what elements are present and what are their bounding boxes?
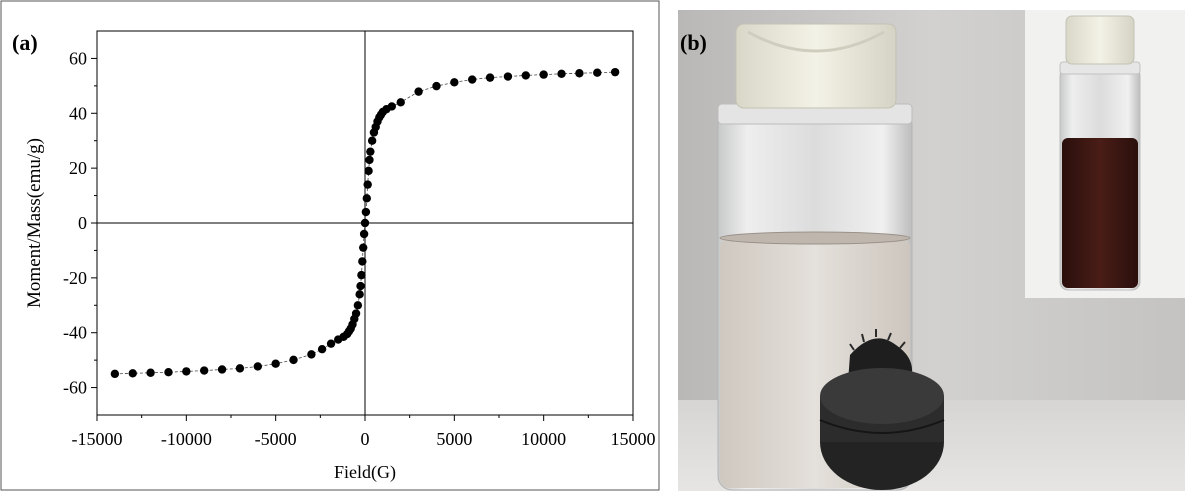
x-axis-label: Field(G) (334, 462, 396, 483)
x-tick-label: -10000 (161, 429, 212, 449)
x-tick-label: 10000 (521, 429, 566, 449)
axis-ticks (91, 57, 634, 421)
data-point (557, 69, 566, 78)
data-point (366, 147, 375, 156)
data-point (521, 71, 530, 80)
data-point (610, 67, 620, 77)
main-vial-cap (735, 23, 897, 109)
hysteresis-chart: -15000 -10000 -5000 0 5000 10000 15000 -60-40-… (0, 0, 660, 491)
y-tick-label: 20 (69, 158, 87, 178)
data-point (271, 359, 280, 368)
y-tick-label: 0 (78, 213, 87, 233)
data-point (326, 339, 336, 348)
data-point (356, 281, 365, 291)
panel-a-chart: -15000 -10000 -5000 0 5000 10000 15000 -60 -40-… (0, 0, 660, 491)
data-point (317, 344, 327, 354)
data-point (110, 369, 120, 379)
y-tick-label: -40 (63, 323, 87, 343)
y-tick-label: 40 (69, 103, 87, 123)
data-point (307, 350, 316, 359)
data-point (503, 72, 513, 81)
vial-magnet-photo: (b) (678, 10, 1185, 491)
data-point (365, 155, 374, 165)
data-points (110, 67, 620, 379)
data-point (387, 102, 396, 111)
data-point (182, 367, 191, 376)
data-point (539, 70, 548, 79)
data-point (364, 166, 373, 176)
y-tick-label: -20 (63, 268, 87, 288)
data-point (396, 98, 405, 107)
y-axis-label: Moment/Mass(emu/g) (24, 138, 45, 308)
data-point (200, 366, 209, 375)
data-point (593, 68, 602, 77)
x-tick-label: -15000 (72, 429, 123, 449)
magnet (819, 329, 945, 490)
data-point (363, 180, 372, 189)
x-tick-labels: -15000 -10000 -5000 0 5000 10000 15000 (72, 429, 656, 449)
data-point (253, 362, 262, 371)
y-tick-label: 60 (69, 48, 87, 68)
data-point (359, 243, 368, 252)
x-tick-label: -5000 (255, 429, 297, 449)
inset-vial (1059, 15, 1141, 291)
data-point (575, 69, 584, 78)
data-point (360, 218, 370, 228)
data-point (485, 73, 495, 82)
data-point (289, 355, 298, 365)
data-point (361, 207, 371, 217)
y-tick-label: -60 (63, 378, 87, 398)
panel-a-tag: (a) (12, 30, 38, 55)
data-point (351, 309, 361, 318)
data-point (414, 87, 423, 96)
x-tick-label: 0 (361, 429, 370, 449)
data-point (432, 81, 441, 91)
panel-b-tag: (b) (680, 30, 707, 55)
data-point (358, 257, 367, 266)
data-point (128, 369, 137, 378)
x-tick-label: 15000 (611, 429, 656, 449)
data-point (164, 368, 173, 377)
data-point (450, 78, 459, 87)
data-point (367, 136, 377, 145)
data-point (146, 368, 155, 377)
y-tick-labels: -60 -40 -20 0 20 40 60 (63, 48, 87, 397)
data-point (468, 75, 477, 84)
data-point (217, 365, 227, 374)
data-point (362, 194, 371, 203)
fit-curve (114, 71, 616, 375)
data-point (353, 301, 363, 310)
panel-b-photo: (b) (678, 10, 1185, 491)
data-point (359, 229, 369, 239)
data-point (235, 364, 245, 373)
data-point (357, 270, 366, 280)
x-tick-label: 5000 (436, 429, 472, 449)
data-point (355, 290, 364, 299)
figure-border (0, 0, 660, 491)
